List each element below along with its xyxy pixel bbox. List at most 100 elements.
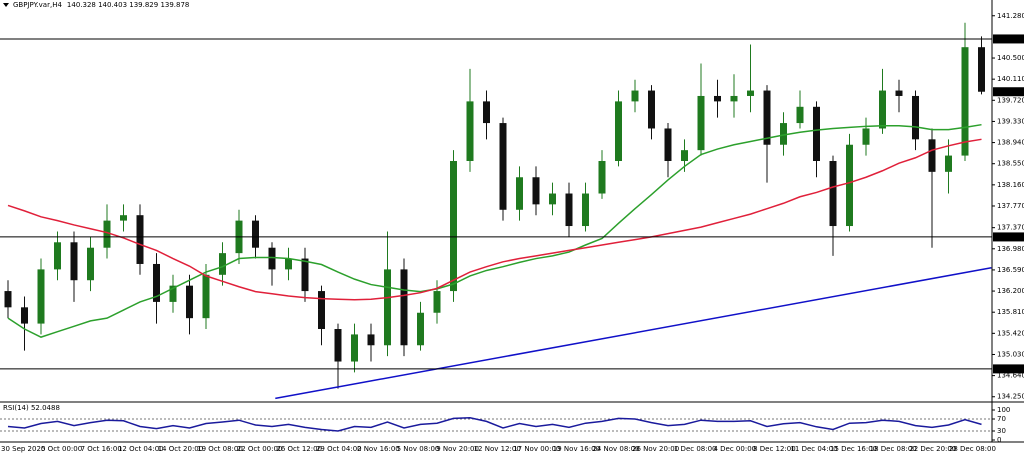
candle-body xyxy=(895,90,903,96)
candle-body xyxy=(945,155,952,172)
candle-body xyxy=(252,220,259,248)
candle-body xyxy=(697,95,705,151)
candle-body xyxy=(631,90,639,102)
level-label: 140.852 xyxy=(997,35,1024,43)
candle-body xyxy=(301,258,309,292)
candle-body xyxy=(499,123,507,210)
x-tick-label: 1 Dec 08:00 xyxy=(674,445,717,453)
x-tick-label: 30 Sep 2020 xyxy=(1,445,45,453)
candle-body xyxy=(136,215,144,264)
candle-body xyxy=(796,106,804,124)
y-tick-label: 134.640 xyxy=(997,372,1024,380)
candle-body xyxy=(417,312,424,346)
candle-body xyxy=(978,47,985,92)
candle-body xyxy=(615,101,622,161)
y-tick-label: 136.980 xyxy=(997,245,1024,253)
candle-body xyxy=(532,177,540,205)
x-tick-label: 26 Nov 20:00 xyxy=(632,445,679,453)
y-tick-label: 138.160 xyxy=(997,181,1024,189)
current-price-box xyxy=(993,87,1024,97)
y-tick-label: 135.420 xyxy=(997,329,1024,337)
candle-body xyxy=(648,90,655,129)
level-label: 137.199 xyxy=(997,233,1024,241)
y-tick-label: 137.770 xyxy=(997,202,1024,210)
level-label-box xyxy=(993,232,1024,242)
moving-average xyxy=(7,123,982,338)
candle-body xyxy=(829,160,837,227)
y-tick-label: 135.810 xyxy=(997,308,1024,316)
candle-body xyxy=(862,128,870,145)
candle-body xyxy=(763,90,771,145)
x-tick-label: 15 Dec 16:00 xyxy=(830,445,877,453)
symbol-menu-arrow[interactable] xyxy=(3,3,9,7)
y-tick-label: 136.200 xyxy=(997,287,1024,295)
x-tick-label: 4 Dec 00:00 xyxy=(713,445,756,453)
candle-body xyxy=(70,242,78,281)
candle-body xyxy=(219,253,226,275)
candle-body xyxy=(846,144,853,227)
y-tick-label: 136.590 xyxy=(997,266,1024,274)
candle-body xyxy=(961,47,969,156)
y-tick-label: 140.110 xyxy=(997,75,1024,83)
candle-body xyxy=(681,150,688,161)
x-tick-label: 5 Nov 08:00 xyxy=(397,445,440,453)
y-tick-label: 135.030 xyxy=(997,350,1024,358)
y-tick-label: 139.720 xyxy=(997,96,1024,104)
candle-body xyxy=(318,291,325,330)
candle-body xyxy=(483,101,490,124)
candle-body xyxy=(4,291,12,308)
rsi-title: RSI(14) 52.0488 xyxy=(3,404,60,412)
candle-body xyxy=(21,307,28,324)
candle-body xyxy=(268,247,276,270)
candle-body xyxy=(928,139,936,172)
level-label: 134.764 xyxy=(997,365,1024,373)
x-tick-label: 28 Dec 08:00 xyxy=(949,445,996,453)
y-tick-label: 30 xyxy=(997,427,1006,435)
x-tick-label: 5 Oct 00:00 xyxy=(41,445,82,453)
x-tick-label: 24 Nov 08:00 xyxy=(592,445,639,453)
y-tick-label: 139.330 xyxy=(997,117,1024,125)
candle-body xyxy=(598,160,606,194)
candle-body xyxy=(433,291,441,313)
y-tick-label: 141.280 xyxy=(997,12,1024,20)
candle-body xyxy=(714,95,721,102)
y-tick-label: 0 xyxy=(997,436,1001,444)
x-tick-label: 18 Dec 08:00 xyxy=(870,445,917,453)
moving-average xyxy=(7,138,982,301)
candle-body xyxy=(169,285,177,302)
rsi-line xyxy=(7,417,982,432)
x-tick-label: 19 Oct 08:00 xyxy=(197,445,243,453)
x-tick-label: 12 Oct 04:00 xyxy=(118,445,164,453)
candle-body xyxy=(202,274,210,319)
candle-body xyxy=(516,177,523,210)
candle-body xyxy=(367,334,375,346)
trend-line xyxy=(275,267,992,400)
candle-body xyxy=(466,101,474,161)
y-tick-label: 70 xyxy=(997,415,1006,423)
candle-body xyxy=(780,123,787,145)
x-tick-label: 14 Oct 20:00 xyxy=(158,445,204,453)
x-tick-label: 9 Nov 20:00 xyxy=(436,445,479,453)
y-tick-label: 138.940 xyxy=(997,139,1024,147)
y-tick-label: 100 xyxy=(997,406,1010,414)
x-tick-label: 26 Oct 12:00 xyxy=(276,445,322,453)
candle-body xyxy=(37,269,45,324)
candle-body xyxy=(120,215,127,221)
candle-body xyxy=(186,285,193,319)
x-tick-label: 22 Oct 00:00 xyxy=(237,445,283,453)
candle-body xyxy=(400,269,408,346)
candle-body xyxy=(747,90,754,96)
x-tick-label: 17 Nov 00:00 xyxy=(513,445,560,453)
candle-body xyxy=(450,160,457,292)
x-tick-label: 8 Dec 12:00 xyxy=(753,445,796,453)
y-tick-label: 134.250 xyxy=(997,393,1024,401)
candle-body xyxy=(730,95,738,102)
x-tick-label: 11 Dec 04:00 xyxy=(790,445,837,453)
candle-body xyxy=(565,193,573,227)
ohlc-readout: 140.328 140.403 139.829 139.878 xyxy=(67,1,189,9)
candle-body xyxy=(912,95,919,140)
y-tick-label: 140.500 xyxy=(997,54,1024,62)
candle-body xyxy=(54,242,61,270)
